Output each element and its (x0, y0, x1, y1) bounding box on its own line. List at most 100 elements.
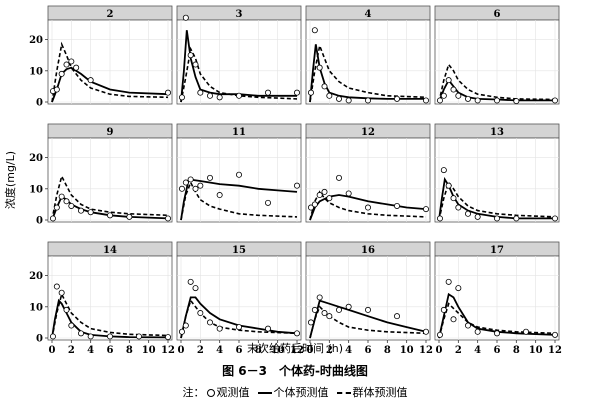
observed-point (393, 313, 400, 320)
observed-point (182, 322, 189, 329)
observed-point (474, 328, 481, 335)
observed-point (393, 202, 400, 209)
observed-point (126, 213, 133, 220)
x-tick-label: 4 (87, 345, 94, 356)
observed-point (53, 283, 60, 290)
observed-point (440, 306, 447, 313)
population-line (180, 298, 298, 339)
observed-point (474, 97, 481, 104)
panel-title: 2 (107, 9, 114, 20)
observed-point (293, 89, 300, 96)
observed-point (293, 330, 300, 337)
observed-point (178, 94, 185, 101)
observed-point (364, 306, 371, 313)
observed-point (552, 331, 559, 338)
observed-point (192, 61, 199, 68)
x-axis-label: 末次给药后时间 (h) (247, 341, 343, 355)
y-tick-label: 20 (29, 35, 43, 46)
observed-point (164, 334, 171, 341)
observed-point (464, 210, 471, 217)
x-tick-label: 4 (345, 345, 352, 356)
observed-point (206, 92, 213, 99)
observed-point (73, 64, 80, 71)
panel-title: 4 (365, 9, 372, 20)
x-tick-label: 12 (290, 345, 304, 356)
panel-title: 12 (361, 127, 375, 138)
observed-point (335, 174, 342, 181)
population-line (309, 42, 427, 103)
x-tick-label: 8 (513, 345, 520, 356)
y-tick-label: 10 (29, 66, 43, 77)
population-line (51, 174, 169, 221)
observed-point (345, 303, 352, 310)
observed-point (445, 182, 452, 189)
observed-point (307, 204, 314, 211)
observed-point (422, 328, 429, 335)
x-tick-label: 6 (494, 345, 501, 356)
panel-title: 16 (361, 245, 375, 256)
solid-line-icon (257, 392, 272, 394)
y-tick-label: 10 (29, 302, 43, 313)
observed-point (455, 92, 462, 99)
observed-point (164, 89, 171, 96)
observed-point (78, 207, 85, 214)
observed-point (422, 97, 429, 104)
individual-line (180, 178, 298, 221)
observed-point (58, 70, 65, 77)
x-tick-label: 6 (365, 345, 372, 356)
legend-population: 群体预测值 (352, 386, 408, 399)
observed-point (464, 322, 471, 329)
observed-point (436, 97, 443, 104)
x-tick-label: 12 (161, 345, 175, 356)
observed-point (316, 192, 323, 199)
panel-13: 13 (434, 123, 560, 223)
dashed-line-icon (336, 392, 351, 394)
observed-point (49, 333, 56, 340)
observed-point (206, 319, 213, 326)
observed-point (63, 198, 70, 205)
observed-point (235, 324, 242, 331)
observed-point (264, 325, 271, 332)
population-line (438, 180, 556, 221)
y-axis-label: 浓度(mg/L) (3, 151, 17, 209)
observed-point (78, 330, 85, 337)
observed-point (311, 306, 318, 313)
observed-point (293, 182, 300, 189)
observed-point (364, 204, 371, 211)
observed-point (321, 188, 328, 195)
note-prefix: 注： (182, 386, 205, 399)
x-tick-label: 2 (326, 345, 333, 356)
observed-point (216, 94, 223, 101)
observed-point (493, 215, 500, 222)
panel-title: 14 (103, 245, 117, 256)
observed-point (552, 97, 559, 104)
observed-point (316, 294, 323, 301)
individual-line (438, 78, 555, 103)
observed-point (335, 306, 342, 313)
x-tick-label: 0 (178, 345, 185, 356)
observed-point (321, 310, 328, 317)
x-tick-label: 10 (529, 345, 543, 356)
observed-point (49, 215, 56, 222)
observed-point (513, 215, 520, 222)
observed-point (63, 61, 70, 68)
observed-point (440, 167, 447, 174)
observed-point (235, 92, 242, 99)
observed-point (493, 97, 500, 104)
observed-point (326, 92, 333, 99)
legend-observed: 观测值 (216, 386, 250, 399)
individual-line (309, 44, 426, 103)
observed-point (445, 278, 452, 285)
x-tick-label: 2 (68, 345, 75, 356)
individual-line (438, 292, 556, 339)
population-line (51, 41, 169, 103)
observed-point (450, 316, 457, 323)
observed-point (464, 95, 471, 102)
individual-line (51, 298, 169, 339)
observed-point (216, 192, 223, 199)
panel-17: 17 0 2 4 6 8 10 12 (434, 241, 562, 356)
individual-line (51, 66, 169, 103)
observed-point (316, 64, 323, 71)
observed-point (445, 77, 452, 84)
